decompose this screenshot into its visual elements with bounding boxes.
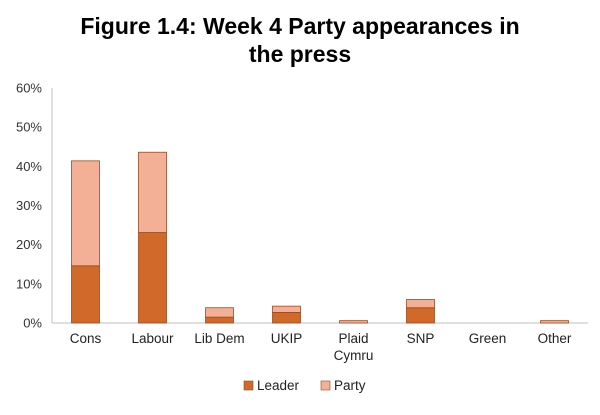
chart-title-line-1: Figure 1.4: Week 4 Party appearances in (80, 13, 520, 39)
x-tick-label-line: Other (538, 331, 572, 346)
legend-label-leader: Leader (257, 378, 300, 393)
bar-party-lib-dem (205, 307, 234, 318)
x-tick-label-line: Cymru (334, 348, 374, 363)
bar-party-cons (71, 160, 100, 267)
legend-swatch-party (320, 380, 331, 391)
bar-party-other (540, 320, 569, 324)
y-tick-label: 60% (16, 81, 42, 96)
bar-party-plaid-cymru (339, 320, 368, 324)
bar-party-snp (406, 299, 435, 309)
y-tick-label: 30% (16, 198, 42, 213)
x-tick-label: Labour (131, 331, 174, 346)
x-tick-label-line: Cons (70, 331, 102, 346)
chart-title: Figure 1.4: Week 4 Party appearances in … (0, 12, 600, 68)
y-tick-label: 40% (16, 159, 42, 174)
chart-title-line-2: the press (248, 41, 352, 67)
legend-label-party: Party (334, 378, 366, 393)
x-tick-label-line: Lib Dem (194, 331, 244, 346)
y-tick-label: 20% (16, 237, 42, 252)
legend-swatch-leader (243, 380, 254, 391)
x-tick-label-line: UKIP (271, 331, 303, 346)
bar-party-ukip (272, 305, 301, 313)
bar-leader-labour (138, 232, 167, 324)
x-tick-label: Other (538, 331, 572, 346)
x-tick-label-line: Plaid (338, 331, 368, 346)
bar-leader-ukip (272, 312, 301, 324)
y-tick-label: 0% (23, 316, 42, 331)
x-tick-label-line: Green (469, 331, 507, 346)
bar-leader-snp (406, 307, 435, 324)
x-tick-label: Green (469, 331, 507, 346)
x-tick-label-line: Labour (131, 331, 174, 346)
y-tick-label: 10% (16, 276, 42, 291)
x-tick-label-line: SNP (407, 331, 435, 346)
bar-leader-lib-dem (205, 316, 234, 324)
bar-leader-cons (71, 265, 100, 324)
x-tick-label: Plaid Cymru (334, 331, 374, 363)
x-tick-label: SNP (407, 331, 435, 346)
x-tick-label: Cons (70, 331, 102, 346)
bar-party-labour (138, 151, 167, 233)
x-tick-label: Lib Dem (194, 331, 244, 346)
y-tick-label: 50% (16, 120, 42, 135)
x-tick-label: UKIP (271, 331, 303, 346)
